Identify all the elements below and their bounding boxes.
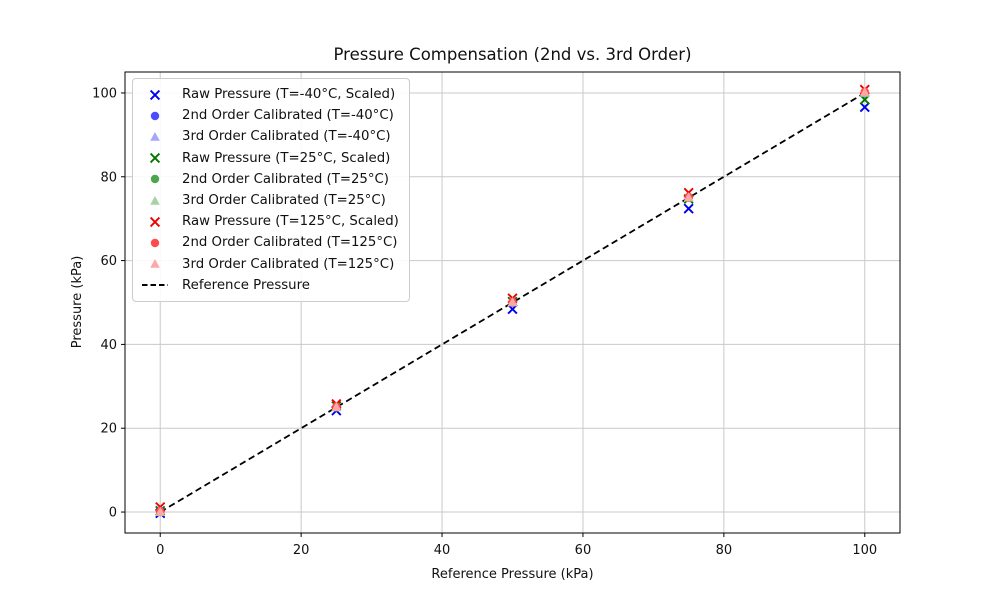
y-tick-label: 80 xyxy=(100,170,117,185)
marker-x-icon xyxy=(683,203,694,214)
legend-triangle-icon xyxy=(150,195,160,205)
marker-triangle-icon xyxy=(155,506,166,516)
legend-item: Reference Pressure xyxy=(140,275,399,296)
legend-label: 2nd Order Calibrated (T=25°C) xyxy=(182,171,389,187)
x-tick-label: 0 xyxy=(156,543,164,558)
marker-triangle-icon xyxy=(150,259,160,268)
x-tick-label: 80 xyxy=(716,543,733,558)
legend-item: Raw Pressure (T=-40°C, Scaled) xyxy=(140,84,399,105)
x-tick-label: 40 xyxy=(434,543,451,558)
marker-triangle-icon xyxy=(150,131,160,141)
legend-item: Raw Pressure (T=25°C, Scaled) xyxy=(140,148,399,169)
marker-circle-icon xyxy=(150,238,160,248)
legend-dash-icon xyxy=(142,284,168,287)
marker-circle-icon xyxy=(150,175,160,184)
legend-label: 2nd Order Calibrated (T=-40°C) xyxy=(182,108,394,124)
legend-label: 3rd Order Calibrated (T=25°C) xyxy=(182,193,386,209)
legend-x-icon xyxy=(149,89,161,100)
legend-label: 2nd Order Calibrated (T=125°C) xyxy=(182,235,398,251)
chart-title: Pressure Compensation (2nd vs. 3rd Order… xyxy=(333,45,692,64)
y-tick-label: 0 xyxy=(109,506,117,521)
y-axis-label: Pressure (kPa) xyxy=(70,255,85,349)
marker-triangle-icon xyxy=(507,297,518,306)
legend-item: 3rd Order Calibrated (T=-40°C) xyxy=(140,126,399,147)
legend-triangle-icon xyxy=(150,259,160,268)
marker-triangle-icon xyxy=(683,192,694,202)
legend-x-icon xyxy=(149,216,161,227)
x-tick-label: 20 xyxy=(293,543,310,558)
y-tick-label: 40 xyxy=(100,338,117,353)
marker-x-icon xyxy=(149,153,161,164)
legend-circle-icon xyxy=(150,111,160,120)
legend-item: 2nd Order Calibrated (T=-40°C) xyxy=(140,105,399,126)
marker-x-icon xyxy=(859,102,870,113)
legend-item: 2nd Order Calibrated (T=25°C) xyxy=(140,169,399,190)
marker-x-icon xyxy=(149,89,161,100)
y-tick-label: 100 xyxy=(92,86,117,101)
legend-item: Raw Pressure (T=125°C, Scaled) xyxy=(140,211,399,232)
reference-line xyxy=(159,92,866,513)
legend-triangle-icon xyxy=(150,131,160,141)
marker-x-icon xyxy=(149,216,161,227)
axes-frame xyxy=(124,71,901,534)
marker-circle-icon xyxy=(150,111,160,120)
legend-item: 3rd Order Calibrated (T=125°C) xyxy=(140,254,399,275)
x-tick-label: 60 xyxy=(575,543,592,558)
marker-triangle-icon xyxy=(859,87,870,96)
x-axis-label: Reference Pressure (kPa) xyxy=(431,567,594,582)
legend-label: Reference Pressure xyxy=(182,277,310,293)
y-tick-label: 20 xyxy=(100,422,117,437)
legend: Raw Pressure (T=-40°C, Scaled) 2nd Order … xyxy=(132,78,410,302)
legend-circle-icon xyxy=(150,175,160,184)
legend-label: 3rd Order Calibrated (T=125°C) xyxy=(182,256,395,272)
y-tick-label: 60 xyxy=(100,254,117,269)
legend-x-icon xyxy=(149,153,161,164)
x-tick-label: 100 xyxy=(852,543,877,558)
marker-triangle-icon xyxy=(150,195,160,205)
legend-item: 2nd Order Calibrated (T=125°C) xyxy=(140,232,399,253)
legend-circle-icon xyxy=(150,238,160,248)
legend-label: Raw Pressure (T=25°C, Scaled) xyxy=(182,150,391,166)
legend-label: 3rd Order Calibrated (T=-40°C) xyxy=(182,129,391,145)
legend-item: 3rd Order Calibrated (T=25°C) xyxy=(140,190,399,211)
legend-label: Raw Pressure (T=-40°C, Scaled) xyxy=(182,87,396,103)
marker-triangle-icon xyxy=(331,401,342,411)
legend-label: Raw Pressure (T=125°C, Scaled) xyxy=(182,214,399,230)
